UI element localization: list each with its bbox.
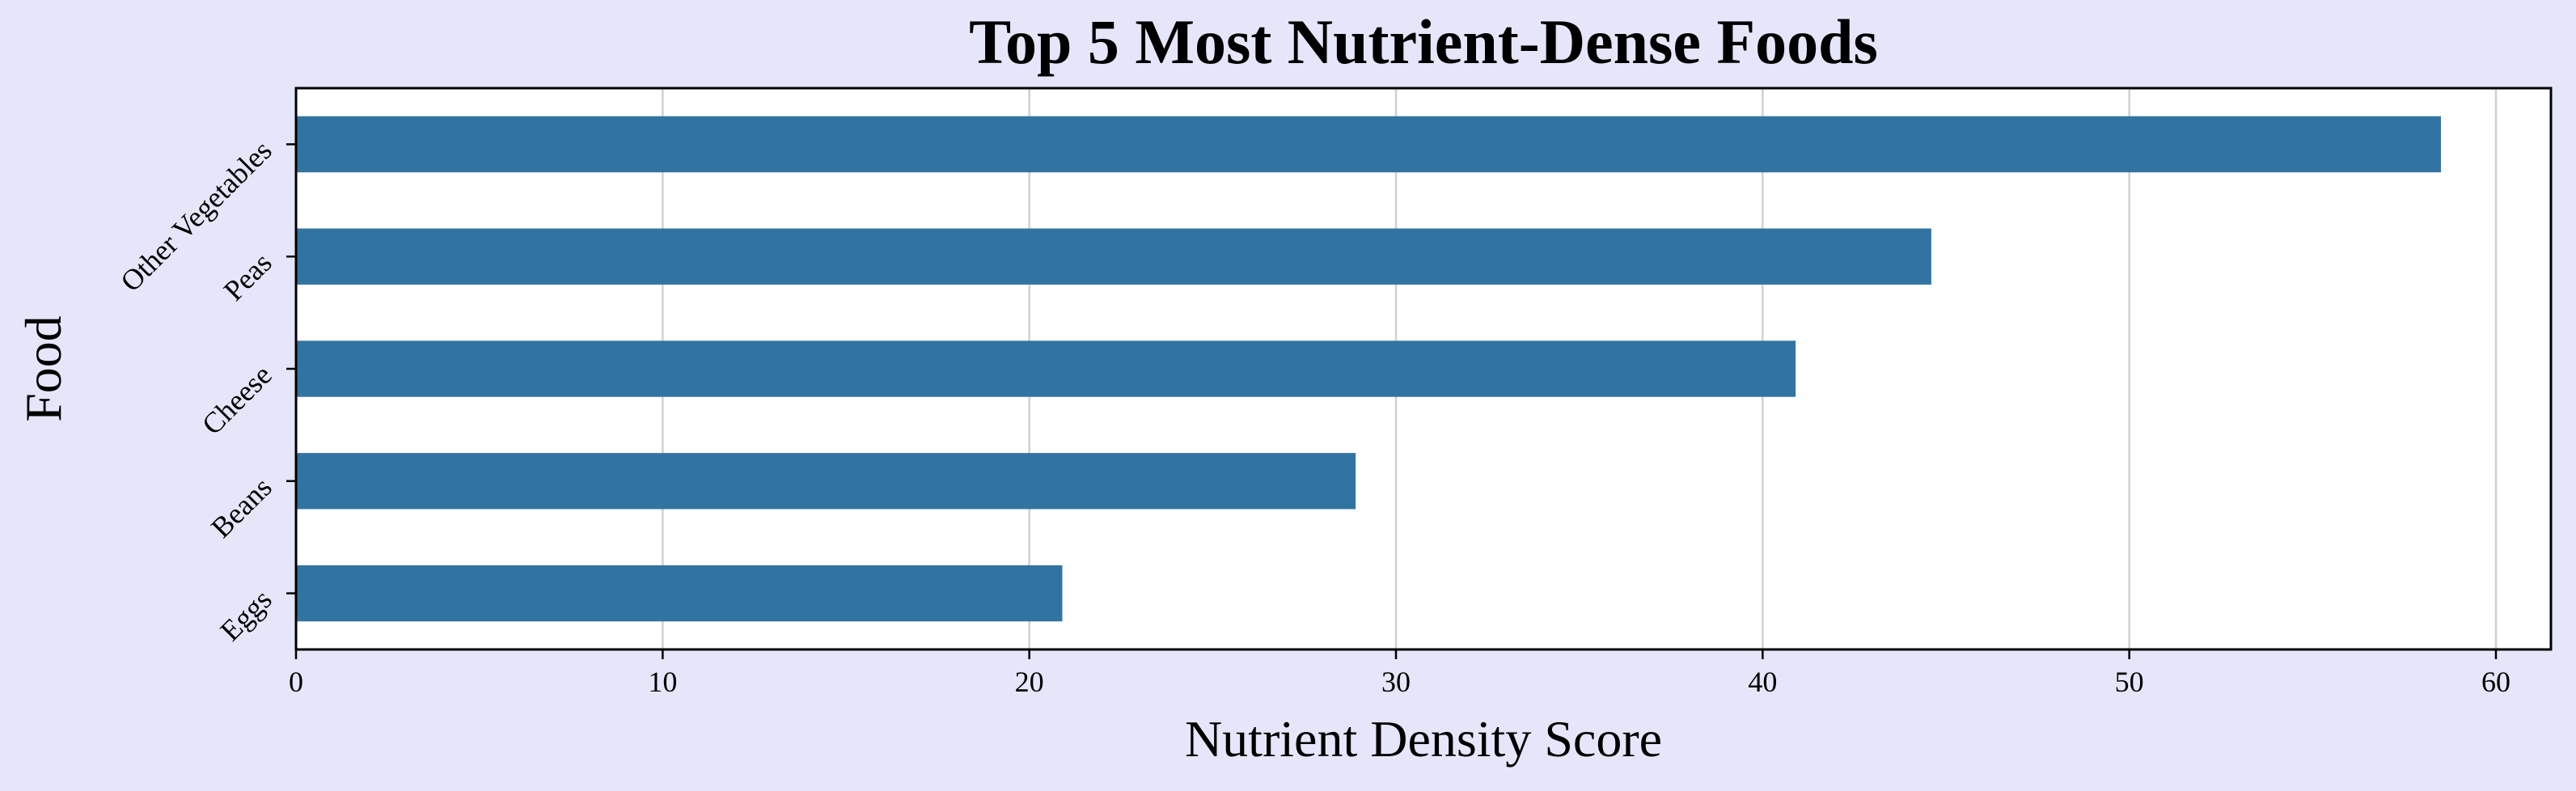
x-tick-label: 10 [648, 666, 677, 698]
x-tick-label: 40 [1748, 666, 1777, 698]
y-tick-label: Cheese [196, 358, 278, 441]
x-tick-label: 20 [1015, 666, 1044, 698]
bar-beans [296, 453, 1356, 510]
x-axis-label: Nutrient Density Score [1185, 710, 1662, 768]
y-tick-label: Peas [218, 247, 278, 307]
x-tick-label: 50 [2115, 666, 2144, 698]
bar-peas [296, 228, 1931, 285]
bar-cheese [296, 341, 1796, 397]
bar-other-vegetables [296, 116, 2441, 173]
y-axis-label: Food [15, 315, 72, 422]
x-tick-label: 60 [2481, 666, 2510, 698]
chart-title: Top 5 Most Nutrient-Dense Foods [969, 6, 1878, 77]
x-axis-ticks: 0 10 20 30 40 50 60 [289, 649, 2510, 698]
y-tick-label: Beans [205, 471, 277, 544]
bars [296, 116, 2441, 622]
y-tick-label: Eggs [214, 583, 277, 647]
x-tick-label: 0 [289, 666, 303, 698]
bar-eggs [296, 565, 1063, 622]
x-tick-label: 30 [1381, 666, 1411, 698]
